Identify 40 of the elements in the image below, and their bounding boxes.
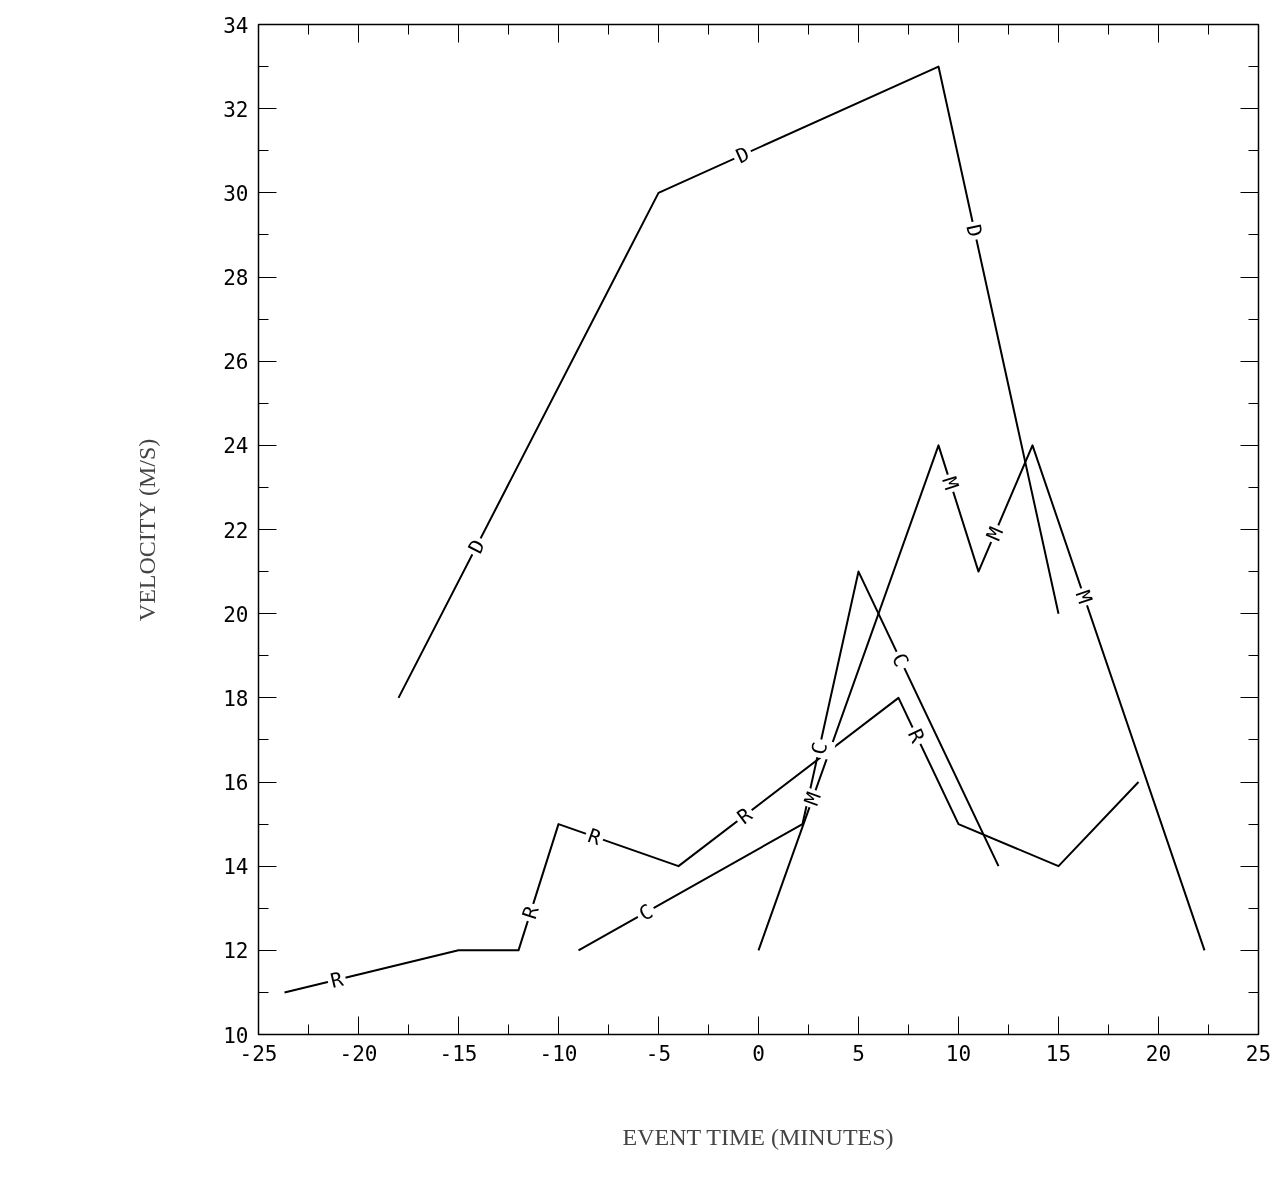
y-tick-label: 20 bbox=[223, 602, 249, 627]
y-tick-label: 32 bbox=[223, 97, 249, 122]
y-tick-label: 10 bbox=[223, 1023, 249, 1048]
text: R bbox=[517, 902, 545, 922]
x-tick-label: 5 bbox=[852, 1041, 865, 1066]
x-tick-label: -10 bbox=[539, 1041, 578, 1066]
text: C bbox=[634, 899, 657, 926]
text: R bbox=[903, 725, 930, 747]
text: D bbox=[732, 141, 753, 169]
x-tick-label: 20 bbox=[1145, 1041, 1172, 1066]
y-axis-title: VELOCITY (M/S) bbox=[134, 438, 161, 622]
text: M bbox=[1070, 587, 1098, 607]
text: R bbox=[732, 802, 757, 829]
text: D bbox=[961, 222, 988, 240]
text: C bbox=[806, 739, 833, 757]
x-tick-label: -15 bbox=[439, 1041, 478, 1066]
x-tick-label: 15 bbox=[1045, 1041, 1072, 1066]
y-tick-label: 14 bbox=[223, 855, 249, 880]
y-tick-label: 30 bbox=[223, 181, 249, 206]
x-tick-label: 0 bbox=[752, 1041, 765, 1066]
text: D bbox=[463, 535, 490, 558]
text: M bbox=[981, 523, 1009, 544]
text: C bbox=[887, 649, 914, 671]
x-tick-label: -5 bbox=[645, 1041, 672, 1066]
y-tick-label: 18 bbox=[223, 686, 249, 711]
x-axis-title: EVENT TIME (MINUTES) bbox=[622, 1123, 894, 1150]
text: R bbox=[328, 966, 346, 993]
text: M bbox=[937, 473, 964, 493]
y-tick-label: 16 bbox=[223, 771, 249, 795]
y-tick-label: 12 bbox=[223, 939, 249, 964]
y-tick-label: 24 bbox=[223, 434, 249, 459]
text: R bbox=[584, 823, 605, 851]
x-tick-label: -20 bbox=[339, 1041, 378, 1066]
y-tick-label: 26 bbox=[223, 350, 249, 375]
x-tick-label: 10 bbox=[945, 1041, 972, 1066]
y-tick-label: 28 bbox=[223, 266, 249, 290]
y-tick-label: 34 bbox=[223, 13, 249, 38]
y-tick-label: 22 bbox=[223, 518, 249, 543]
x-tick-label: 25 bbox=[1245, 1041, 1272, 1066]
text: M bbox=[799, 789, 826, 809]
